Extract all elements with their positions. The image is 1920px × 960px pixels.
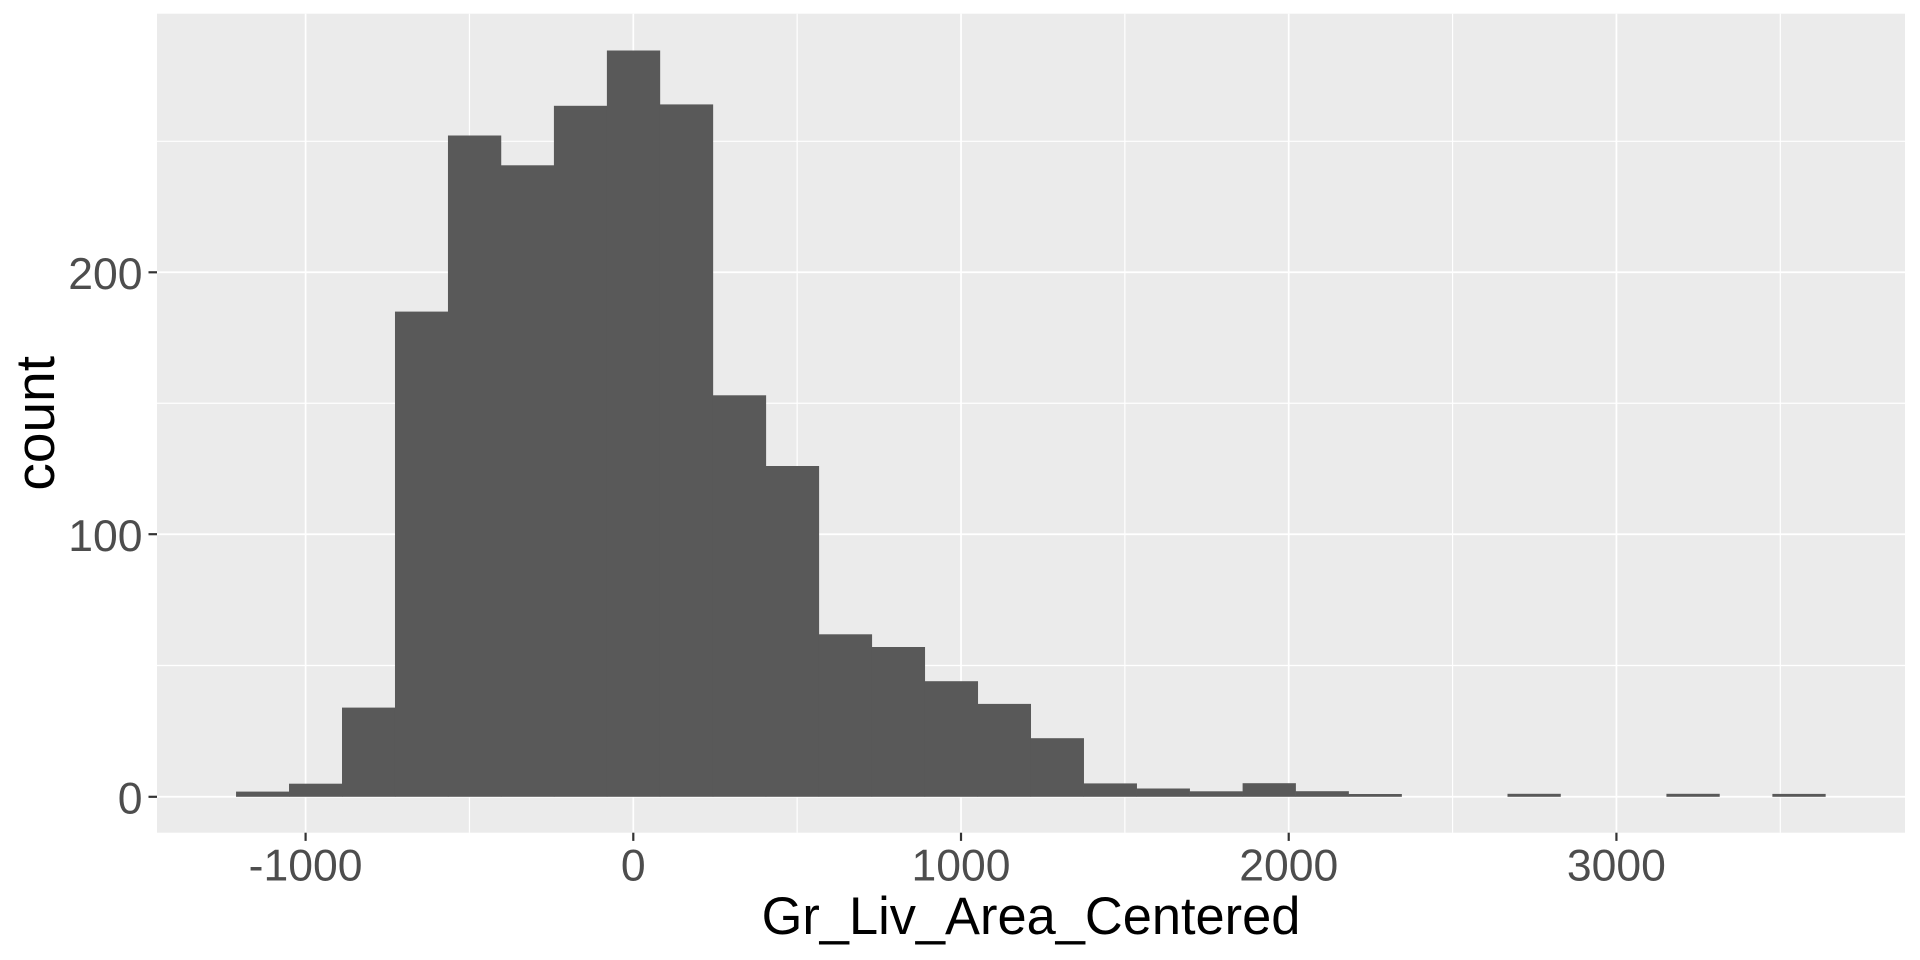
svg-text:200: 200 [68, 250, 142, 299]
svg-text:count: count [4, 356, 66, 491]
svg-text:100: 100 [68, 512, 142, 561]
svg-text:3000: 3000 [1567, 841, 1666, 890]
svg-text:0: 0 [621, 841, 646, 890]
svg-text:0: 0 [118, 774, 143, 823]
svg-text:-1000: -1000 [249, 841, 363, 890]
svg-text:2000: 2000 [1239, 841, 1338, 890]
svg-text:Gr_Liv_Area_Centered: Gr_Liv_Area_Centered [762, 888, 1301, 946]
svg-text:1000: 1000 [912, 841, 1011, 890]
